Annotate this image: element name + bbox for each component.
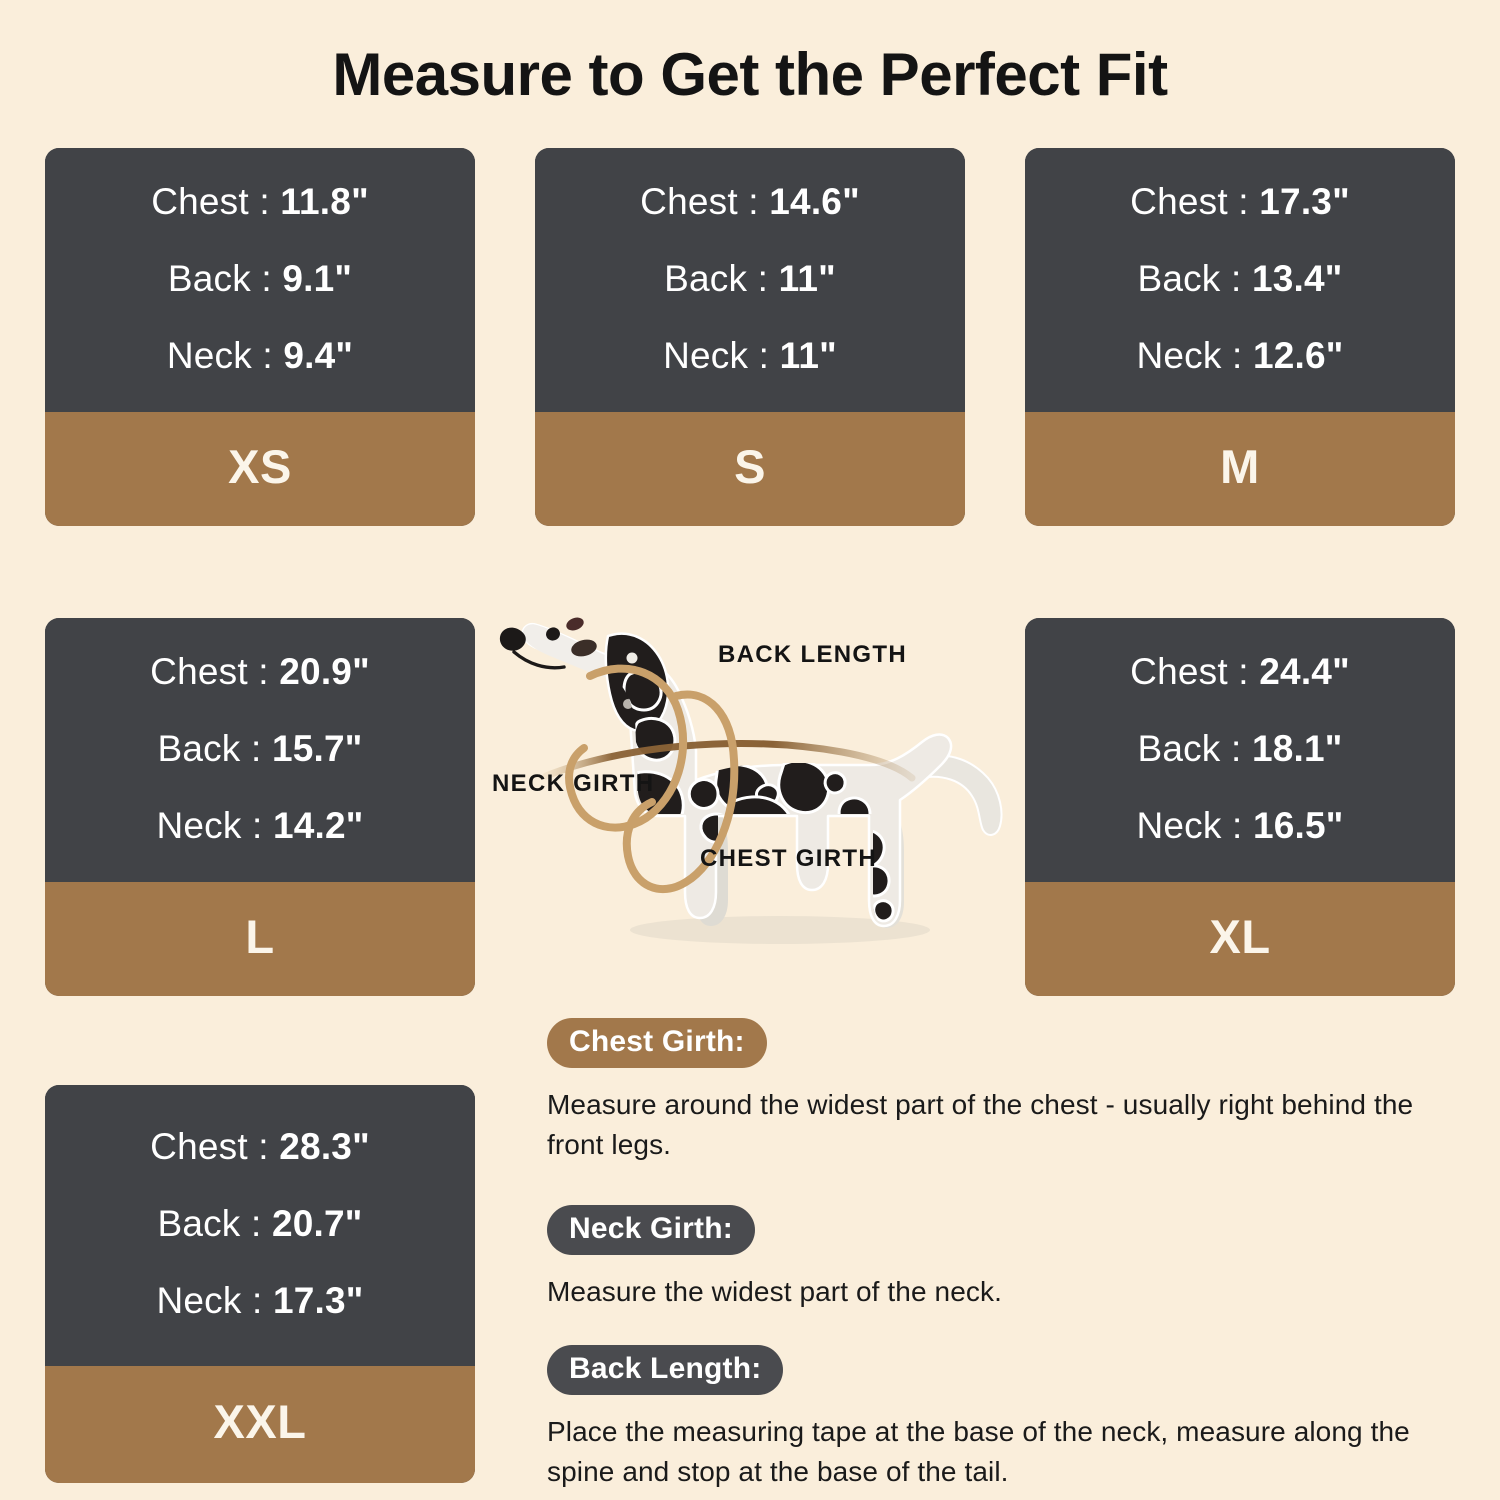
page-title: Measure to Get the Perfect Fit — [332, 41, 1168, 108]
chest-girth-heading: Chest Girth: — [547, 1018, 767, 1068]
size-card-label: XXL — [45, 1366, 475, 1483]
guide-block-chest-girth: Chest Girth: Measure around the widest p… — [547, 1018, 1457, 1165]
size-card-measures: Chest : 11.8" Back : 9.1" Neck : 9.4" — [45, 148, 475, 412]
size-card-label: S — [535, 412, 965, 526]
chest-girth-label: CHEST GIRTH — [700, 845, 877, 872]
measure-chest: Chest : 17.3" — [1130, 180, 1350, 222]
size-card-l: Chest : 20.9" Back : 15.7" Neck : 14.2" … — [45, 618, 475, 996]
size-card-s: Chest : 14.6" Back : 11" Neck : 11" S — [535, 148, 965, 526]
size-card-label: XS — [45, 412, 475, 526]
neck-girth-heading: Neck Girth: — [547, 1204, 755, 1255]
measure-back: Back : 11" — [664, 257, 836, 299]
guide-block-back-length: Back Length: Place the measuring tape at… — [547, 1345, 1457, 1492]
size-card-measures: Chest : 20.9" Back : 15.7" Neck : 14.2" — [45, 618, 475, 882]
measure-neck: Neck : 16.5" — [1136, 804, 1344, 846]
size-card-measures: Chest : 28.3" Back : 20.7" Neck : 17.3" — [45, 1085, 475, 1366]
measure-back: Back : 13.4" — [1137, 257, 1343, 299]
measure-back: Back : 9.1" — [167, 257, 353, 299]
size-card-measures: Chest : 14.6" Back : 11" Neck : 11" — [535, 148, 965, 412]
measure-neck: Neck : 17.3" — [156, 1280, 364, 1321]
measure-back: Back : 20.7" — [157, 1203, 363, 1244]
measure-chest: Chest : 28.3" — [150, 1126, 370, 1167]
measure-chest: Chest : 11.8" — [151, 180, 369, 222]
neck-girth-description: Measure the widest part of the neck. — [547, 1275, 1002, 1307]
size-card-label: XL — [1025, 882, 1455, 996]
size-card-measures: Chest : 24.4" Back : 18.1" Neck : 16.5" — [1025, 618, 1455, 882]
size-card-measures: Chest : 17.3" Back : 13.4" Neck : 12.6" — [1025, 148, 1455, 412]
measure-chest: Chest : 24.4" — [1130, 650, 1350, 692]
measure-neck: Neck : 11" — [663, 334, 837, 376]
size-card-xl: Chest : 24.4" Back : 18.1" Neck : 16.5" … — [1025, 618, 1455, 996]
back-length-arc — [542, 740, 916, 782]
measure-neck: Neck : 9.4" — [166, 334, 354, 376]
guide-block-neck-girth: Neck Girth: Measure the widest part of t… — [547, 1204, 1457, 1312]
chest-girth-loop — [622, 690, 739, 894]
size-card-xs: Chest : 11.8" Back : 9.1" Neck : 9.4" XS — [45, 148, 475, 526]
chest-girth-description: Measure around the widest part of the ch… — [547, 1089, 1414, 1160]
measure-chest: Chest : 20.9" — [150, 650, 370, 692]
neck-girth-loop — [565, 664, 688, 832]
back-length-label: BACK LENGTH — [718, 641, 907, 668]
measure-neck: Neck : 14.2" — [156, 804, 364, 846]
neck-girth-label: NECK GIRTH — [492, 770, 655, 797]
back-length-heading: Back Length: — [547, 1345, 784, 1396]
measure-chest: Chest : 14.6" — [640, 180, 860, 222]
dog-measurement-diagram — [480, 600, 1025, 1000]
measure-back: Back : 18.1" — [1137, 727, 1343, 769]
size-card-label: L — [45, 882, 475, 996]
size-card-xxl: Chest : 28.3" Back : 20.7" Neck : 17.3" … — [45, 1085, 475, 1483]
measure-back: Back : 15.7" — [157, 727, 363, 769]
measurement-guide: Chest Girth: Measure around the widest p… — [547, 1018, 1457, 1492]
back-length-description: Place the measuring tape at the base of … — [547, 1416, 1410, 1487]
size-card-label: M — [1025, 412, 1455, 526]
size-card-m: Chest : 17.3" Back : 13.4" Neck : 12.6" … — [1025, 148, 1455, 526]
measure-neck: Neck : 12.6" — [1136, 334, 1344, 376]
